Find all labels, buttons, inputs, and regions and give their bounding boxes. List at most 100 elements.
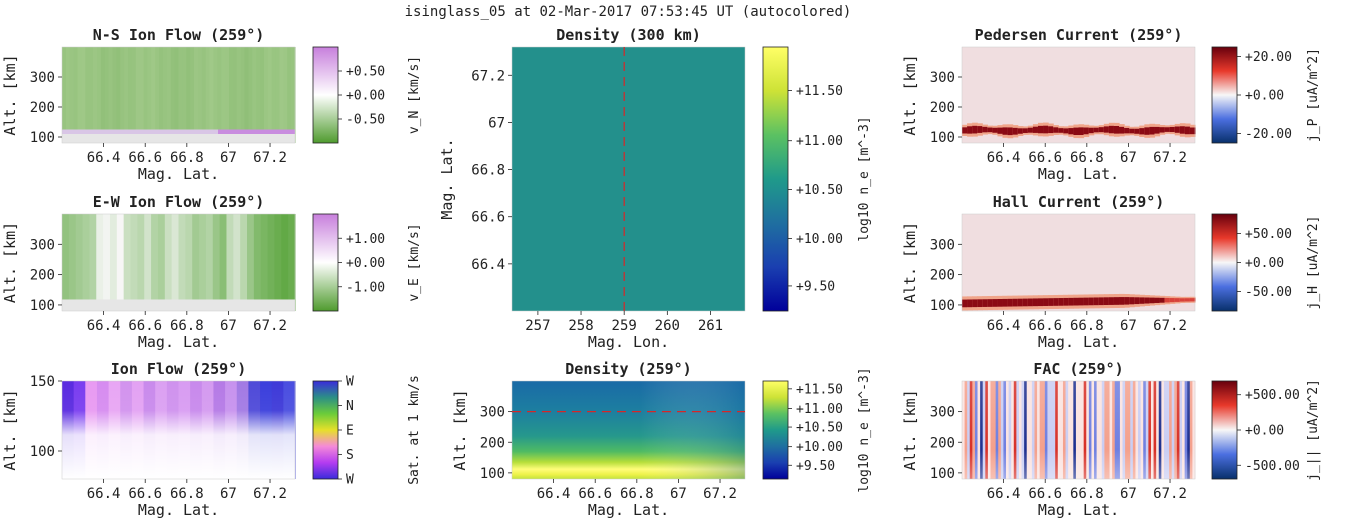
fac-xtick-label: 67.2 xyxy=(1153,486,1187,502)
ped-colorbar-tick-label: +20.00 xyxy=(1245,50,1292,65)
fac-xtick-label: 66.8 xyxy=(1070,486,1104,502)
ew-heatmap xyxy=(62,214,296,311)
dens259-right-shade xyxy=(512,381,745,479)
ns-flow-column xyxy=(104,47,110,143)
ionflow-colorbar-tick-label: W xyxy=(346,375,354,390)
dens259-ylabel: Alt. [km] xyxy=(451,389,469,470)
ionflow-colorbar-label: Sat. at 1 km/s xyxy=(407,375,422,485)
ped-current-core xyxy=(967,126,973,134)
ped-current-core xyxy=(1043,125,1049,134)
hall-xtick-label: 66.4 xyxy=(987,318,1021,334)
ns-xtick-label: 67.2 xyxy=(253,150,287,166)
ionflow-colorbar-tick-label: N xyxy=(346,399,354,414)
ionflow-colorbar xyxy=(312,380,339,480)
ped-current-core xyxy=(987,127,993,133)
hall-current-core xyxy=(1119,297,1125,305)
fac-colorbar xyxy=(1211,380,1238,480)
hall-current-core xyxy=(1063,297,1069,306)
ns-flow-column xyxy=(256,47,261,143)
ew-flow-column xyxy=(288,214,296,311)
fac-colorbar-tick-label: +0.00 xyxy=(1245,424,1284,439)
ns-ground-fill xyxy=(62,134,295,143)
dens259-ytick-label: 300 xyxy=(480,405,505,421)
ew-ytick-label: 200 xyxy=(30,268,55,284)
dens259-colorbar-tick-label: +10.00 xyxy=(796,440,843,455)
dens259-xtick-label: 67 xyxy=(670,486,687,502)
ns-flow-column xyxy=(166,47,172,143)
ns-flow-column xyxy=(89,47,94,143)
ped-current-core xyxy=(1164,127,1171,132)
hall-current-core xyxy=(1184,298,1191,302)
ew-xtick-label: 66.6 xyxy=(128,318,162,334)
hall-current-core xyxy=(1164,297,1171,303)
ns-flow-column xyxy=(228,47,234,143)
ew-flow-column xyxy=(130,214,138,311)
ped-xlabel: Mag. Lat. xyxy=(1038,165,1119,183)
dens300-colorbar-tick-label: +11.50 xyxy=(796,84,843,99)
ionflow-ytick-label: 100 xyxy=(30,444,55,460)
ped-current-core xyxy=(1154,126,1161,134)
hall-ylabel: Alt. [km] xyxy=(901,222,919,303)
ns-flow-column xyxy=(236,47,242,143)
hall-current-core xyxy=(982,299,988,307)
hall-current-core xyxy=(1078,297,1085,306)
fac-xlabel: Mag. Lat. xyxy=(1038,501,1119,519)
ped-current-core xyxy=(1144,127,1151,135)
hall-ytick-label: 100 xyxy=(930,298,955,314)
ns-ytick-label: 100 xyxy=(30,130,55,146)
ped-current-core xyxy=(962,127,968,134)
ns-flow-column xyxy=(155,47,160,143)
ns-flow-column xyxy=(96,47,102,143)
dens300-title: Density (300 km) xyxy=(556,26,701,44)
ionflow-xtick-label: 66.6 xyxy=(128,486,162,502)
ew-flow-column xyxy=(103,214,111,311)
ns-flow-column xyxy=(213,47,218,143)
ns-flow-column xyxy=(263,47,269,143)
ew-flow-column xyxy=(226,214,234,311)
hall-current-core xyxy=(1093,297,1100,306)
ionflow-ylabel: Alt. [km] xyxy=(1,389,19,470)
ns-flow-column xyxy=(291,47,296,143)
ionflow-colorbar-tick-label: S xyxy=(346,448,354,463)
ew-flow-column xyxy=(178,214,186,311)
dens300-xtick-label: 260 xyxy=(655,318,680,334)
ns-flow-column xyxy=(120,47,125,143)
ionflow-colorbar-tick-label: W xyxy=(346,473,354,488)
ped-current-core xyxy=(1083,127,1090,135)
ew-flow-column xyxy=(247,214,255,311)
hall-current-core xyxy=(1083,297,1090,306)
hall-current-core xyxy=(1129,297,1135,305)
ns-flow-column xyxy=(205,47,211,143)
dens300-xtick-label: 259 xyxy=(612,318,637,334)
ns-flow-column xyxy=(244,47,249,143)
ns-flow-column xyxy=(178,47,183,143)
ew-flow-column xyxy=(157,214,166,311)
hall-ytick-label: 300 xyxy=(930,237,955,253)
ionflow-frame xyxy=(61,380,296,480)
ped-current-core xyxy=(1007,127,1014,136)
ped-current-core xyxy=(1098,127,1105,133)
ped-current-core xyxy=(1022,128,1029,133)
ew-flow-column xyxy=(205,214,214,311)
ped-xtick-label: 66.4 xyxy=(987,150,1021,166)
fac-ytick-label: 100 xyxy=(930,466,955,482)
ped-current-core xyxy=(1058,128,1064,133)
dens259-ytick-label: 100 xyxy=(480,466,505,482)
ew-ytick-label: 100 xyxy=(30,298,55,314)
ns-xtick-label: 67 xyxy=(220,150,237,166)
ped-current-core xyxy=(1179,126,1186,134)
ped-current-core xyxy=(1139,128,1145,135)
hall-current-core xyxy=(1048,298,1054,306)
ns-flow-column xyxy=(73,47,79,143)
ew-xtick-label: 67 xyxy=(220,318,237,334)
ped-colorbar-label: j_P [uA/m^2] xyxy=(1306,48,1321,142)
hall-current-core xyxy=(962,299,968,308)
ns-flow-column xyxy=(287,47,292,143)
ew-colorbar-tick-label: +0.00 xyxy=(346,256,385,271)
hall-current-core xyxy=(1037,298,1044,307)
dens259-ytick-label: 200 xyxy=(480,435,505,451)
ns-xtick-label: 66.8 xyxy=(170,150,204,166)
ew-flow-column xyxy=(260,214,269,311)
hall-colorbar-tick-label: +50.00 xyxy=(1245,227,1292,242)
hall-current-core xyxy=(1073,297,1080,306)
